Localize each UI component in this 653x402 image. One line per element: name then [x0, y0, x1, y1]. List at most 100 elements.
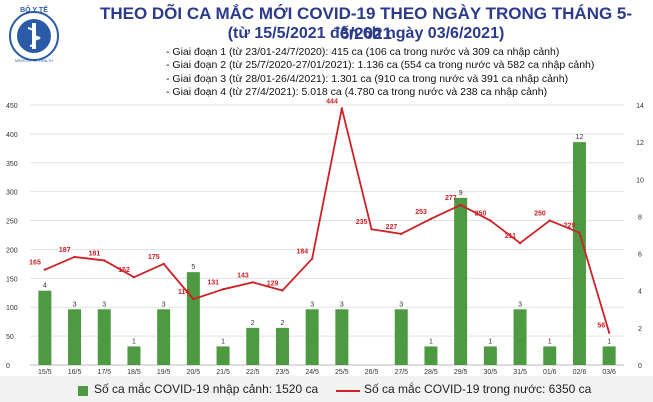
line-value-label: 129: [267, 280, 279, 287]
bar: [157, 309, 171, 365]
line-point: [518, 241, 522, 245]
right-axis-tick-label: 6: [638, 252, 642, 259]
right-axis-tick-label: 14: [636, 103, 644, 110]
bar: [216, 346, 230, 365]
bar-value-label: 2: [280, 320, 284, 327]
right-axis-tick-label: 8: [638, 214, 642, 221]
x-axis-tick-label: 29/5: [454, 369, 468, 376]
line-series: [44, 107, 611, 333]
bar-value-label: 1: [132, 338, 136, 345]
phase-note: - Giai đoạn 2 (từ 25/7/2020-27/01/2021):…: [166, 59, 595, 72]
right-axis-tick-label: 0: [638, 363, 642, 370]
left-axis-tick-label: 200: [6, 247, 18, 254]
x-axis-tick-label: 31/5: [513, 369, 527, 376]
line-point: [192, 297, 195, 301]
bar-value-label: 1: [548, 338, 552, 345]
line-value-label: 250: [475, 211, 487, 218]
bar-value-label: 9: [459, 190, 463, 197]
line-point: [459, 203, 462, 207]
bar-value-label: 3: [73, 301, 77, 308]
line-value-label: 165: [29, 260, 41, 267]
bar: [127, 346, 141, 365]
x-axis-tick-label: 28/5: [424, 369, 438, 376]
bar-value-label: 12: [576, 134, 584, 141]
line-value-label: 253: [415, 209, 427, 216]
bar: [513, 309, 527, 365]
bar: [424, 346, 438, 365]
x-axis-tick-label: 25/5: [335, 369, 349, 376]
x-axis-tick-label: 19/5: [157, 369, 171, 376]
line-point: [281, 289, 284, 292]
phase-note: - Giai đoạn 4 (từ 27/4/2021): 5.018 ca (…: [166, 86, 548, 99]
line-value-label: 250: [534, 211, 546, 218]
line-point: [162, 262, 165, 266]
bar-value-label: 1: [488, 338, 492, 345]
bar: [335, 309, 349, 365]
line-value-label: 56: [597, 323, 605, 330]
phase-note: - Giai đoạn 3 (từ 28/01-26/4/2021): 1.30…: [166, 72, 569, 85]
bar-value-label: 1: [429, 338, 433, 345]
line-point: [489, 219, 492, 222]
bar: [38, 290, 52, 365]
line-point: [548, 219, 551, 222]
bar: [246, 327, 260, 365]
bar-value-label: 3: [102, 301, 106, 308]
chart-subtitle: (từ 15/5/2021 đến 6h ngày 03/6/2021): [227, 25, 505, 42]
x-axis-tick-label: 24/5: [305, 369, 319, 376]
bar: [602, 346, 616, 365]
x-axis-tick-label: 01/6: [543, 369, 557, 376]
line-value-label: 227: [386, 224, 398, 231]
legend-line-label: Số ca mắc COVID-19 trong nước: 6350 ca: [364, 382, 592, 396]
line-value-label: 211: [505, 233, 516, 240]
x-axis-tick-label: 17/5: [97, 369, 111, 376]
line-point: [370, 228, 373, 231]
legend-bar-label: Số ca mắc COVID-19 nhập cảnh: 1520 ca: [94, 382, 319, 396]
line-point: [310, 257, 314, 260]
line-point: [607, 331, 611, 334]
left-axis-tick-label: 300: [6, 190, 18, 197]
bar: [543, 346, 557, 365]
x-axis-tick-label: 03/6: [602, 369, 616, 376]
bar-value-label: 4: [43, 283, 47, 290]
bar: [186, 272, 200, 365]
line-value-label: 181: [89, 250, 101, 257]
bar: [305, 309, 319, 365]
line-value-label: 152: [118, 267, 130, 274]
left-axis-tick-label: 150: [6, 276, 18, 283]
legend-line-swatch: [336, 390, 360, 392]
line-value-label: 277: [445, 195, 457, 202]
left-axis-tick-label: 100: [6, 305, 18, 312]
bar-value-label: 3: [340, 301, 344, 308]
line-point: [103, 259, 106, 262]
line-point: [43, 268, 47, 271]
line-point: [221, 288, 225, 291]
logo-text: BỘ Y TẾ: [20, 4, 48, 14]
ministry-logo: BỘ Y TẾ MINISTRY OF HEALTH: [9, 4, 59, 63]
right-axis-tick-label: 4: [638, 289, 642, 296]
phase-note: - Giai đoạn 1 (từ 23/01-24/7/2020): 415 …: [166, 46, 560, 58]
bar-value-label: 3: [399, 301, 403, 308]
bar-value-label: 3: [310, 301, 314, 308]
left-axis-tick-label: 50: [6, 334, 14, 341]
right-axis-tick-label: 10: [636, 177, 644, 184]
x-axis-tick-label: 21/5: [216, 369, 230, 376]
bar-value-label: 1: [607, 338, 611, 345]
line-value-label: 184: [296, 249, 308, 256]
right-axis-tick-label: 12: [636, 140, 644, 147]
left-axis-tick-label: 250: [6, 219, 18, 226]
line-point: [340, 107, 344, 110]
line-value-label: 143: [237, 272, 249, 279]
left-axis-tick-label: 450: [6, 103, 18, 110]
x-axis-tick-label: 22/5: [246, 369, 260, 376]
bar: [454, 197, 468, 365]
bar-value-label: 2: [251, 320, 255, 327]
bar-value-label: 5: [191, 264, 195, 271]
x-axis-tick-label: 15/5: [38, 369, 52, 376]
bar-value-label: 3: [162, 301, 166, 308]
line-value-label: 114: [178, 289, 189, 296]
line-point: [251, 281, 254, 284]
x-axis-tick-label: 23/5: [276, 369, 290, 376]
chart-title: THEO DÕI CA MẮC MỚI COVID-19 THEO NGÀY T…: [99, 4, 633, 43]
line-point: [429, 217, 433, 221]
bar: [483, 346, 497, 365]
